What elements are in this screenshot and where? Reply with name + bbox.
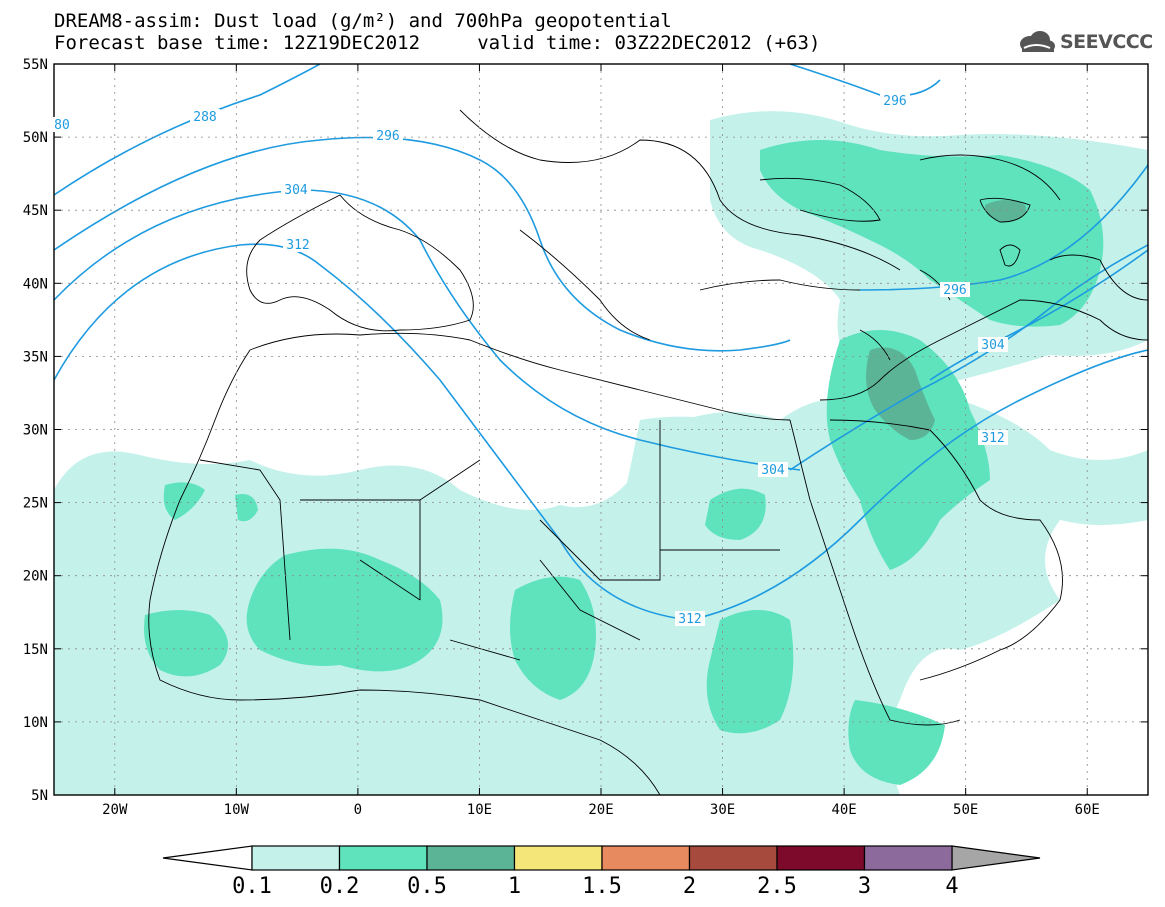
contour-label-bg [190, 109, 220, 124]
contour-labels: 288 296 304 312 296 296 304 304 312 312 80 [51, 93, 1008, 627]
colorbar-box [601, 845, 691, 871]
colorbar-box [251, 845, 341, 871]
colorbar-high-arrow [951, 845, 1041, 871]
colorbar-label: 0.5 [407, 874, 447, 899]
lat-tick-label: 40N [23, 276, 48, 292]
contour-label: 312 [678, 612, 701, 627]
contour-label-bg [281, 182, 311, 197]
colorbar: 0.1 0.2 0.5 1 1.5 2 2.5 3 4 [162, 845, 1041, 899]
contour-label-bg [283, 237, 313, 252]
graticule [54, 64, 1148, 795]
lon-tick-label: 60E [1075, 802, 1100, 818]
axis-ticks: 20W 10W 0 10E 20E 30E 40E 50E 60E 55N 50N 45N 40N 35N… [23, 57, 1148, 818]
colorbar-label: 0.2 [320, 874, 360, 899]
lat-tick-label: 30N [23, 423, 48, 439]
colorbar-box [776, 845, 866, 871]
lat-tick-label: 45N [23, 203, 48, 219]
contour-label: 304 [981, 338, 1005, 353]
colorbar-box [513, 845, 603, 871]
lat-tick-label: 5N [31, 788, 48, 804]
contour-label: 312 [286, 238, 309, 253]
contour-label: 312 [981, 431, 1004, 446]
lon-tick-label: 0 [354, 802, 362, 818]
contour-label: 304 [284, 183, 308, 198]
contour-label-bg [880, 93, 910, 108]
lon-tick-label: 30E [710, 802, 735, 818]
coastlines-borders [148, 109, 1148, 795]
colorbar-box [338, 845, 428, 871]
colorbar-box [688, 845, 778, 871]
lon-tick-label: 20W [102, 802, 128, 818]
colorbar-label: 2 [683, 874, 696, 899]
colorbar-label: 1.5 [582, 874, 622, 899]
colorbar-box [863, 845, 953, 871]
lat-tick-label: 35N [23, 349, 48, 365]
contour-label-bg [675, 611, 705, 626]
contour-label-bg [978, 430, 1008, 445]
lat-tick-label: 10N [23, 715, 48, 731]
lon-tick-label: 50E [953, 802, 978, 818]
colorbar-label: 2.5 [757, 874, 797, 899]
lon-tick-label: 40E [831, 802, 856, 818]
colorbar-label: 1 [508, 874, 521, 899]
lat-tick-label: 25N [23, 496, 48, 512]
colorbar-low-arrow [162, 845, 253, 871]
map-title: DREAM8-assim: Dust load (g/m²) and 700hP… [54, 10, 672, 32]
contour-label-bg [940, 282, 970, 297]
lat-tick-label: 55N [23, 57, 48, 73]
lon-tick-label: 10W [224, 802, 250, 818]
colorbar-label: 4 [945, 874, 958, 899]
colorbar-label: 0.1 [232, 874, 272, 899]
contour-label: 296 [883, 94, 906, 109]
seevccc-logo: SEEVCCC [1016, 28, 1156, 58]
lon-tick-label: 20E [588, 802, 613, 818]
contour-label: 288 [193, 110, 216, 125]
dust-shading-dark [866, 200, 1026, 440]
lat-tick-label: 20N [23, 569, 48, 585]
contour-label: 296 [376, 129, 399, 144]
forecast-time-line: Forecast base time: 12Z19DEC2012 valid t… [54, 32, 821, 54]
lat-tick-label: 15N [23, 642, 48, 658]
contour-label-bg [758, 462, 788, 477]
cloud-logo-icon [1020, 31, 1055, 52]
contour-label: 296 [943, 283, 966, 298]
contour-label: 80 [54, 118, 70, 133]
contour-label-bg [51, 117, 73, 132]
logo-text: SEEVCCC [1060, 31, 1153, 53]
lat-tick-label: 50N [23, 130, 48, 146]
contour-label: 304 [761, 463, 785, 478]
colorbar-label: 3 [858, 874, 871, 899]
contour-label-bg [978, 337, 1008, 352]
lon-tick-label: 10E [467, 802, 492, 818]
contour-label-bg [373, 128, 403, 143]
colorbar-box [426, 845, 516, 871]
